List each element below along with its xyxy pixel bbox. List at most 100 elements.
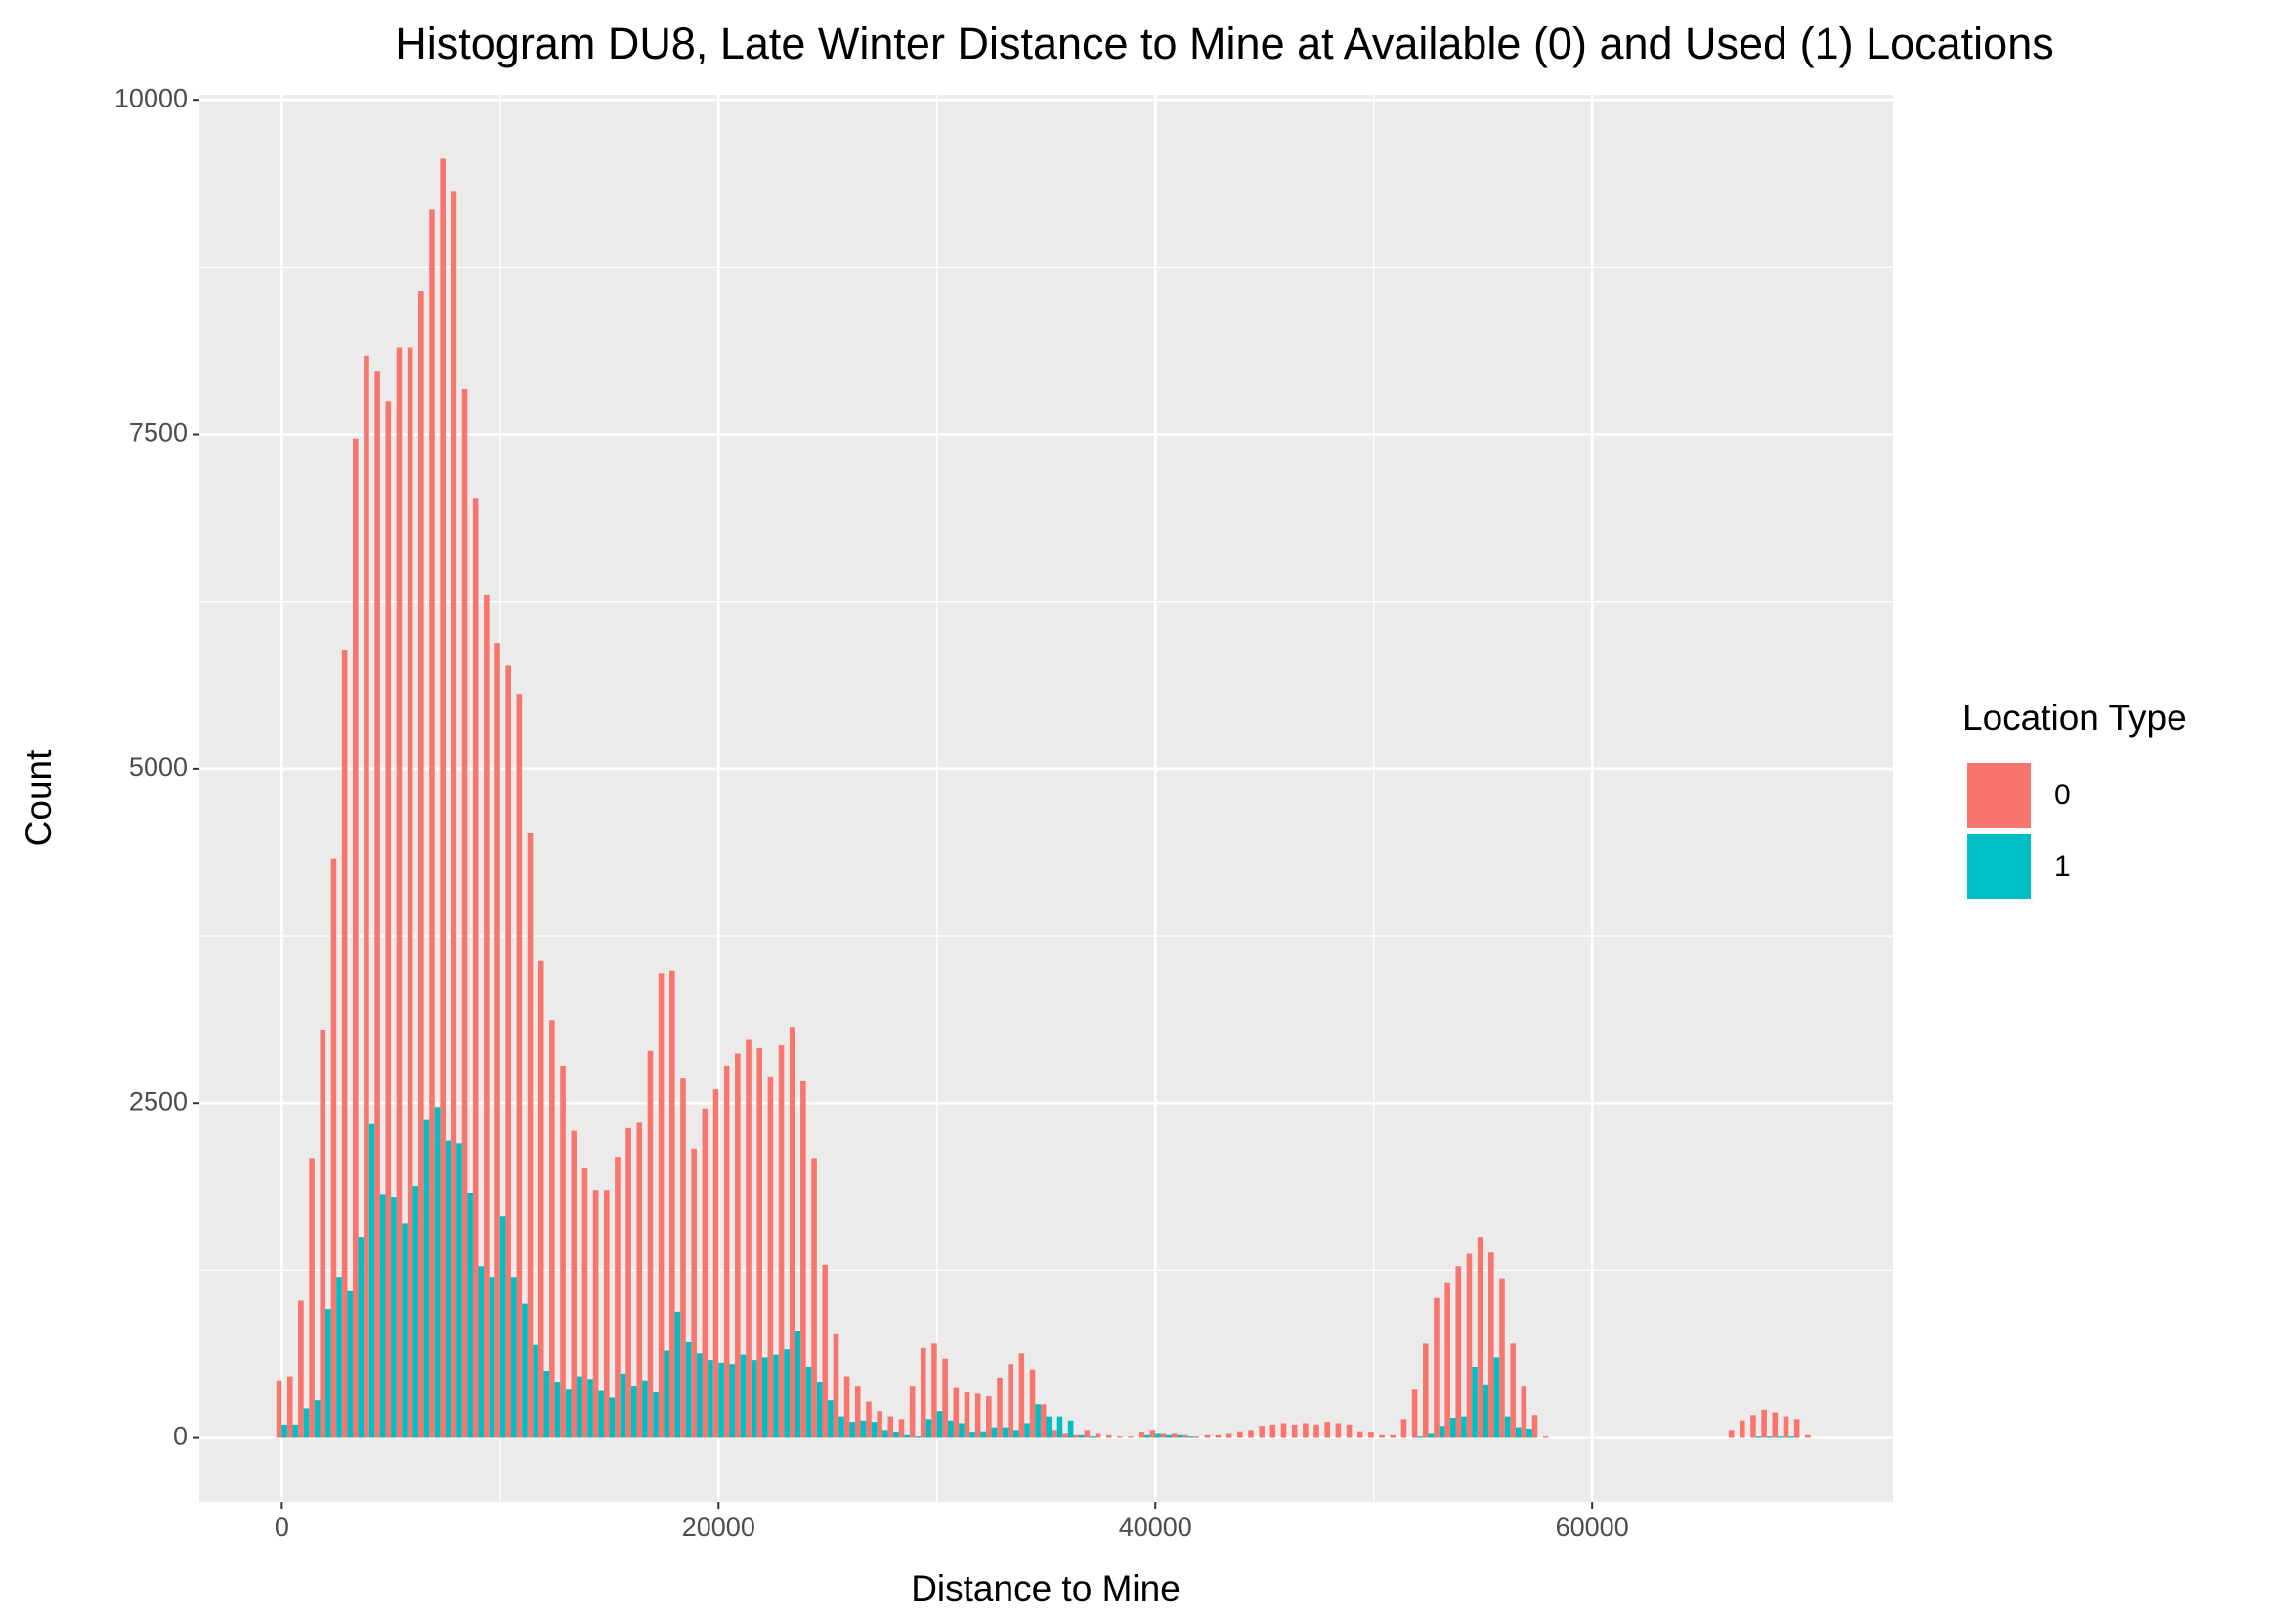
histogram-bar xyxy=(1356,1431,1363,1438)
histogram-bar xyxy=(1761,1409,1767,1438)
histogram-bar xyxy=(581,1167,588,1438)
histogram-bar xyxy=(336,1277,342,1438)
histogram-bar xyxy=(1783,1416,1789,1438)
histogram-bar xyxy=(685,1341,692,1438)
x-tick-label: 0 xyxy=(275,1513,289,1542)
histogram-bar xyxy=(1483,1384,1489,1438)
histogram-bar xyxy=(1105,1434,1112,1438)
histogram-bar xyxy=(1171,1433,1178,1438)
histogram-bar xyxy=(1144,1434,1150,1438)
histogram-bar xyxy=(625,1127,631,1438)
x-axis-title: Distance to Mine xyxy=(911,1568,1181,1608)
histogram-bar xyxy=(1477,1237,1483,1438)
histogram-bar xyxy=(472,498,479,1438)
histogram-bar xyxy=(1740,1420,1745,1438)
histogram-bar xyxy=(1531,1415,1538,1438)
y-axis-title: Count xyxy=(19,749,59,846)
histogram-bar xyxy=(1499,1278,1505,1438)
histogram-bar xyxy=(653,1391,659,1438)
histogram-bar xyxy=(320,1029,326,1438)
histogram-bar xyxy=(647,1050,654,1438)
histogram-bar xyxy=(636,1122,643,1438)
histogram-bar xyxy=(936,1411,943,1438)
histogram-bar xyxy=(499,1216,506,1438)
histogram-bar xyxy=(1204,1434,1211,1438)
y-tick-label: 5000 xyxy=(129,752,188,782)
histogram-bar xyxy=(303,1408,310,1438)
histogram-bar xyxy=(298,1300,304,1438)
legend-label: 1 xyxy=(2054,850,2071,882)
histogram-bar xyxy=(664,1350,670,1438)
histogram-bar xyxy=(1526,1428,1532,1438)
histogram-bar xyxy=(1390,1434,1397,1438)
histogram-bar xyxy=(964,1391,970,1438)
histogram-bar xyxy=(1793,1419,1800,1438)
histogram-bar xyxy=(571,1130,578,1438)
histogram-bar xyxy=(833,1333,839,1438)
histogram-bar xyxy=(980,1431,987,1438)
histogram-bar xyxy=(1237,1431,1243,1438)
histogram-bar xyxy=(723,1065,730,1438)
histogram-bar xyxy=(761,1357,768,1438)
histogram-bar xyxy=(789,1027,795,1438)
histogram-bar xyxy=(767,1076,774,1438)
histogram-bar xyxy=(904,1434,910,1438)
histogram-bar xyxy=(402,1223,408,1438)
histogram-bar xyxy=(1182,1434,1188,1438)
histogram-bar xyxy=(735,1053,741,1438)
histogram-bar xyxy=(658,973,665,1438)
histogram-bar xyxy=(696,1353,703,1438)
histogram-bar xyxy=(1444,1282,1450,1438)
histogram-bar xyxy=(1346,1424,1353,1438)
histogram-bar xyxy=(396,347,403,1438)
histogram-bar xyxy=(909,1386,916,1438)
histogram-bar xyxy=(341,650,348,1438)
histogram-bar xyxy=(1335,1423,1342,1438)
histogram-bar xyxy=(1728,1430,1735,1438)
histogram-bar xyxy=(795,1330,801,1438)
histogram-bar xyxy=(953,1387,960,1438)
histogram-bar xyxy=(598,1390,604,1438)
histogram-bar xyxy=(1117,1436,1123,1438)
histogram-bar xyxy=(407,347,413,1438)
y-tick-label: 10000 xyxy=(114,83,188,112)
histogram-bar xyxy=(1488,1252,1494,1438)
histogram-bar xyxy=(1411,1389,1418,1438)
histogram-bar xyxy=(822,1264,829,1438)
histogram-bar xyxy=(325,1309,331,1438)
x-tick-label: 20000 xyxy=(682,1513,755,1542)
histogram-bar xyxy=(921,1347,926,1438)
x-tick-label: 60000 xyxy=(1556,1513,1629,1542)
histogram-bar xyxy=(543,1371,550,1438)
histogram-bar xyxy=(609,1397,616,1438)
histogram-bar xyxy=(915,1436,922,1438)
histogram-bar xyxy=(592,1190,599,1438)
histogram-bar xyxy=(358,1237,365,1438)
histogram-bar xyxy=(1788,1436,1794,1438)
histogram-bar xyxy=(708,1360,713,1438)
histogram-bar xyxy=(843,1376,850,1438)
histogram-bar xyxy=(1035,1404,1041,1438)
histogram-bar xyxy=(1056,1416,1063,1438)
histogram-bar xyxy=(522,1303,528,1438)
histogram-bar xyxy=(434,1107,441,1438)
histogram-bar xyxy=(674,1311,681,1438)
histogram-bar xyxy=(1461,1416,1467,1438)
histogram-bar xyxy=(352,438,359,1438)
x-tick-label: 40000 xyxy=(1119,1513,1192,1542)
histogram-bar xyxy=(368,1123,375,1438)
histogram-bar xyxy=(1521,1386,1527,1438)
histogram-bar xyxy=(849,1422,855,1438)
histogram-bar xyxy=(800,1080,806,1438)
histogram-bar xyxy=(1379,1434,1385,1438)
histogram-bar xyxy=(364,355,369,1438)
histogram-bar xyxy=(554,1382,561,1438)
histogram-bar xyxy=(1160,1433,1167,1438)
histogram-bar xyxy=(925,1419,932,1438)
histogram-bar xyxy=(1434,1297,1440,1438)
histogram-bar xyxy=(828,1400,834,1438)
histogram-bar xyxy=(1084,1430,1091,1438)
histogram-bar xyxy=(1155,1433,1161,1438)
histogram-bar xyxy=(1215,1434,1222,1438)
